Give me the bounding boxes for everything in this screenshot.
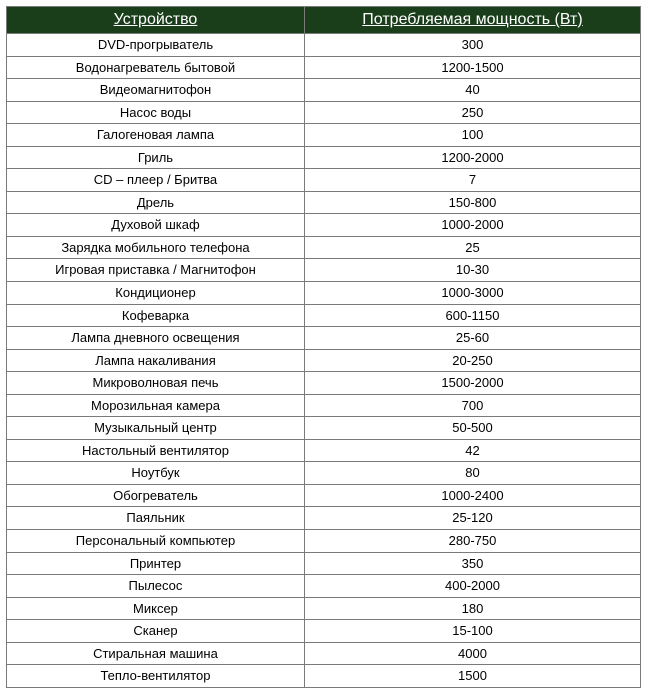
power-consumption-table: Устройство Потребляемая мощность (Вт) DV…: [6, 6, 641, 688]
power-cell: 1500: [304, 665, 640, 688]
power-cell: 400-2000: [304, 575, 640, 598]
table-row: Морозильная камера700: [7, 394, 641, 417]
device-cell: CD – плеер / Бритва: [7, 169, 305, 192]
device-cell: Паяльник: [7, 507, 305, 530]
table-row: Галогеновая лампа100: [7, 124, 641, 147]
column-header-power: Потребляемая мощность (Вт): [304, 7, 640, 34]
device-cell: Ноутбук: [7, 462, 305, 485]
power-cell: 15-100: [304, 620, 640, 643]
device-cell: Водонагреватель бытовой: [7, 56, 305, 79]
table-row: Гриль1200-2000: [7, 146, 641, 169]
power-cell: 4000: [304, 642, 640, 665]
power-cell: 300: [304, 34, 640, 57]
device-cell: Дрель: [7, 191, 305, 214]
table-row: Лампа накаливания20-250: [7, 349, 641, 372]
device-cell: Тепло-вентилятор: [7, 665, 305, 688]
device-cell: Лампа дневного освещения: [7, 327, 305, 350]
power-cell: 1000-2400: [304, 484, 640, 507]
table-body: DVD-прогрыватель300Водонагреватель бытов…: [7, 34, 641, 688]
power-cell: 1000-2000: [304, 214, 640, 237]
device-cell: Сканер: [7, 620, 305, 643]
table-row: DVD-прогрыватель300: [7, 34, 641, 57]
power-cell: 50-500: [304, 417, 640, 440]
device-cell: Кондиционер: [7, 282, 305, 305]
power-cell: 7: [304, 169, 640, 192]
table-row: Кофеварка600-1150: [7, 304, 641, 327]
power-cell: 600-1150: [304, 304, 640, 327]
power-cell: 350: [304, 552, 640, 575]
device-cell: Видеомагнитофон: [7, 79, 305, 102]
power-cell: 25: [304, 236, 640, 259]
power-cell: 280-750: [304, 530, 640, 553]
table-row: Персональный компьютер280-750: [7, 530, 641, 553]
device-cell: Галогеновая лампа: [7, 124, 305, 147]
power-cell: 42: [304, 439, 640, 462]
power-cell: 700: [304, 394, 640, 417]
table-row: Стиральная машина4000: [7, 642, 641, 665]
device-cell: Стиральная машина: [7, 642, 305, 665]
column-header-device: Устройство: [7, 7, 305, 34]
power-cell: 10-30: [304, 259, 640, 282]
table-header-row: Устройство Потребляемая мощность (Вт): [7, 7, 641, 34]
device-cell: Принтер: [7, 552, 305, 575]
power-cell: 40: [304, 79, 640, 102]
device-cell: Зарядка мобильного телефона: [7, 236, 305, 259]
table-row: Музыкальный центр50-500: [7, 417, 641, 440]
power-cell: 1200-2000: [304, 146, 640, 169]
table-row: Тепло-вентилятор1500: [7, 665, 641, 688]
power-cell: 1000-3000: [304, 282, 640, 305]
table-row: Миксер180: [7, 597, 641, 620]
table-row: Зарядка мобильного телефона25: [7, 236, 641, 259]
table-row: Обогреватель1000-2400: [7, 484, 641, 507]
power-cell: 1500-2000: [304, 372, 640, 395]
table-row: Дрель150-800: [7, 191, 641, 214]
table-row: Паяльник25-120: [7, 507, 641, 530]
power-cell: 25-120: [304, 507, 640, 530]
table-row: CD – плеер / Бритва7: [7, 169, 641, 192]
device-cell: DVD-прогрыватель: [7, 34, 305, 57]
table-row: Настольный вентилятор42: [7, 439, 641, 462]
power-cell: 100: [304, 124, 640, 147]
power-cell: 25-60: [304, 327, 640, 350]
table-row: Пылесос400-2000: [7, 575, 641, 598]
device-cell: Персональный компьютер: [7, 530, 305, 553]
table-row: Ноутбук80: [7, 462, 641, 485]
device-cell: Настольный вентилятор: [7, 439, 305, 462]
device-cell: Кофеварка: [7, 304, 305, 327]
power-cell: 1200-1500: [304, 56, 640, 79]
device-cell: Обогреватель: [7, 484, 305, 507]
table-row: Водонагреватель бытовой1200-1500: [7, 56, 641, 79]
power-cell: 20-250: [304, 349, 640, 372]
power-cell: 150-800: [304, 191, 640, 214]
power-cell: 180: [304, 597, 640, 620]
table-row: Сканер15-100: [7, 620, 641, 643]
table-row: Духовой шкаф1000-2000: [7, 214, 641, 237]
table-row: Видеомагнитофон40: [7, 79, 641, 102]
table-row: Микроволновая печь1500-2000: [7, 372, 641, 395]
table-row: Кондиционер1000-3000: [7, 282, 641, 305]
table-row: Принтер350: [7, 552, 641, 575]
table-row: Насос воды250: [7, 101, 641, 124]
device-cell: Игровая приставка / Магнитофон: [7, 259, 305, 282]
power-cell: 250: [304, 101, 640, 124]
device-cell: Насос воды: [7, 101, 305, 124]
device-cell: Пылесос: [7, 575, 305, 598]
device-cell: Музыкальный центр: [7, 417, 305, 440]
device-cell: Микроволновая печь: [7, 372, 305, 395]
power-cell: 80: [304, 462, 640, 485]
table-row: Игровая приставка / Магнитофон10-30: [7, 259, 641, 282]
device-cell: Духовой шкаф: [7, 214, 305, 237]
table-row: Лампа дневного освещения25-60: [7, 327, 641, 350]
device-cell: Морозильная камера: [7, 394, 305, 417]
device-cell: Миксер: [7, 597, 305, 620]
device-cell: Гриль: [7, 146, 305, 169]
device-cell: Лампа накаливания: [7, 349, 305, 372]
